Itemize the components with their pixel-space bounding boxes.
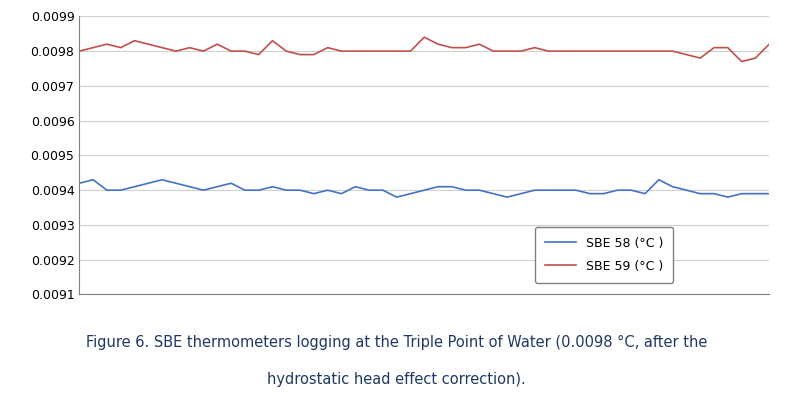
SBE 59 (°C ) (544, 49, 554, 54)
SBE 58 (°C ) (295, 188, 305, 193)
SBE 58 (°C ) (240, 188, 250, 193)
SBE 58 (°C ) (309, 191, 319, 196)
SBE 58 (°C ) (557, 188, 567, 193)
SBE 58 (°C ) (75, 181, 84, 186)
SBE 59 (°C ) (75, 49, 84, 54)
SBE 59 (°C ) (764, 42, 774, 47)
Legend: SBE 58 (°C ), SBE 59 (°C ): SBE 58 (°C ), SBE 59 (°C ) (534, 227, 673, 283)
SBE 59 (°C ) (737, 59, 746, 64)
SBE 58 (°C ) (599, 191, 608, 196)
Line: SBE 59 (°C ): SBE 59 (°C ) (79, 37, 769, 62)
SBE 59 (°C ) (282, 49, 291, 54)
Text: Figure 6. SBE thermometers logging at the Triple Point of Water (0.0098 °C, afte: Figure 6. SBE thermometers logging at th… (86, 335, 707, 351)
SBE 59 (°C ) (419, 35, 429, 40)
SBE 59 (°C ) (295, 52, 305, 57)
SBE 59 (°C ) (226, 49, 236, 54)
SBE 58 (°C ) (751, 191, 760, 196)
SBE 58 (°C ) (764, 191, 774, 196)
Text: hydrostatic head effect correction).: hydrostatic head effect correction). (267, 372, 526, 387)
SBE 58 (°C ) (88, 178, 98, 182)
SBE 59 (°C ) (585, 49, 595, 54)
SBE 58 (°C ) (392, 195, 401, 200)
Line: SBE 58 (°C ): SBE 58 (°C ) (79, 180, 769, 197)
SBE 59 (°C ) (751, 56, 760, 61)
